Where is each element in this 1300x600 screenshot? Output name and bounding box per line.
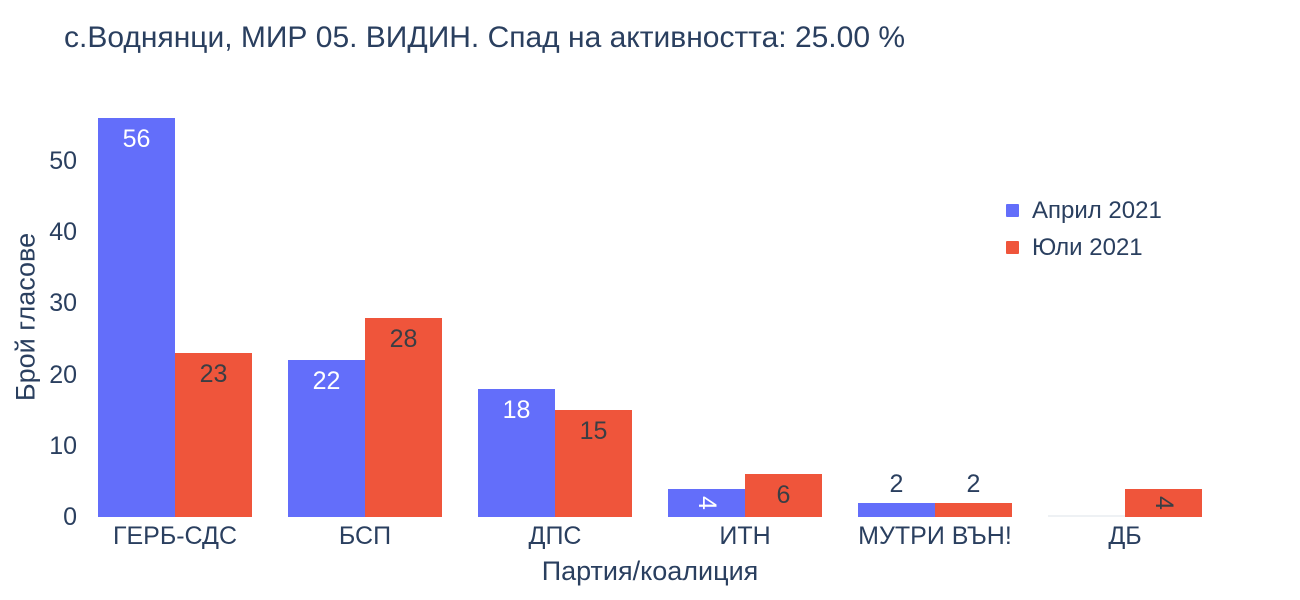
- bar[interactable]: [478, 388, 555, 517]
- bar[interactable]: [288, 360, 365, 517]
- y-tick-label: 40: [49, 218, 77, 246]
- bar[interactable]: [365, 317, 442, 517]
- bar[interactable]: [555, 410, 632, 517]
- y-tick-label: 0: [63, 503, 77, 531]
- bar[interactable]: [98, 118, 175, 517]
- x-axis-title: Партия/коалиция: [541, 556, 759, 586]
- x-tick-label: ДПС: [528, 522, 582, 550]
- legend-swatch-july-2021: [1006, 241, 1019, 254]
- x-tick-label: БСП: [338, 522, 392, 550]
- legend-label: Април 2021: [1032, 196, 1162, 224]
- bar[interactable]: [935, 502, 1012, 517]
- bar[interactable]: [668, 488, 745, 517]
- y-tick-label: 50: [49, 146, 77, 175]
- x-tick-label: ДБ: [1108, 522, 1142, 550]
- legend-swatch-april-2021: [1006, 204, 1019, 217]
- x-tick-label: МУТРИ ВЪН!: [858, 522, 1012, 550]
- bar-zero-height: [1048, 515, 1125, 517]
- bar[interactable]: [175, 353, 252, 517]
- legend-item-april-2021[interactable]: Април 2021: [1006, 192, 1162, 229]
- y-tick-label: 20: [49, 360, 77, 389]
- chart-title: с.Воднянци, МИР 05. ВИДИН. Спад на актив…: [64, 21, 906, 54]
- bar[interactable]: [745, 474, 822, 517]
- x-tick-label: ИТН: [719, 522, 771, 550]
- bar-value-label: 2: [889, 469, 904, 498]
- x-tick-label: ГЕРБ-СДС: [112, 522, 238, 550]
- y-tick-label: 30: [49, 289, 77, 318]
- bar-value-label: 2: [966, 469, 981, 498]
- y-tick-label: 10: [49, 431, 77, 460]
- legend: Април 2021 Юли 2021: [1006, 192, 1162, 266]
- bar[interactable]: [858, 502, 935, 517]
- legend-label: Юли 2021: [1032, 233, 1143, 261]
- bar[interactable]: [1125, 488, 1202, 517]
- legend-item-july-2021[interactable]: Юли 2021: [1006, 229, 1162, 266]
